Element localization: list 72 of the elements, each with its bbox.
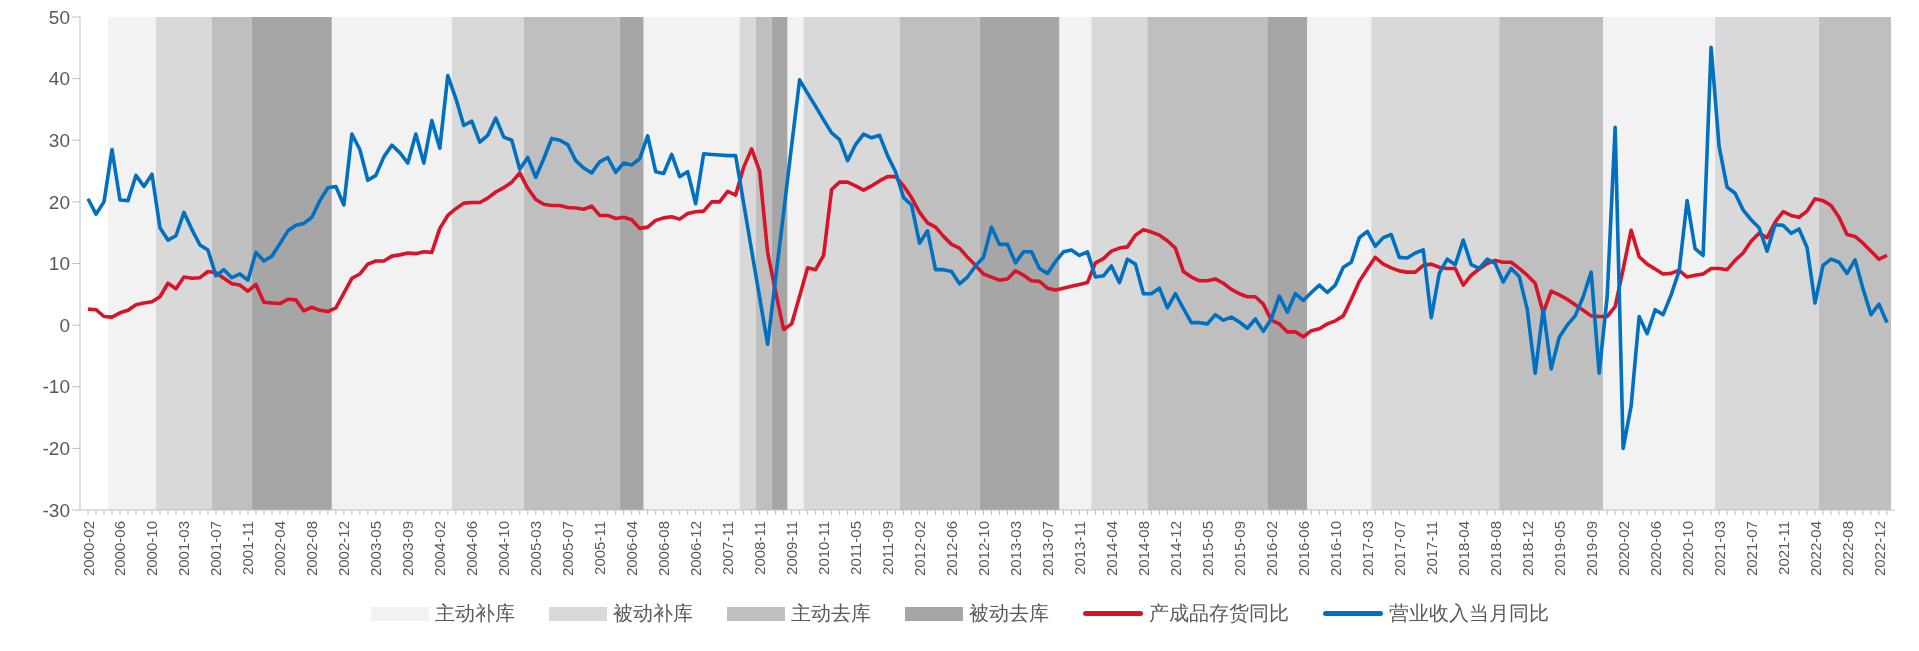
x-tick-label: 2007-11 <box>719 521 737 575</box>
x-tick-label: 2014-08 <box>1134 521 1152 577</box>
x-tick-label: 2000-02 <box>79 521 97 577</box>
y-tick-label: -20 <box>42 438 70 460</box>
x-tick-label: 2014-04 <box>1102 521 1120 577</box>
x-tick-label: 2022-04 <box>1806 521 1824 577</box>
x-tick-label: 2021-03 <box>1710 521 1728 577</box>
x-tick-label: 2021-11 <box>1774 521 1792 575</box>
y-tick-label: 0 <box>59 314 70 336</box>
x-tick-label: 2013-03 <box>1006 521 1024 577</box>
x-tick-label: 2017-11 <box>1422 521 1440 575</box>
x-tick-label: 2020-02 <box>1614 521 1632 577</box>
x-tick-label: 2009-11 <box>783 521 801 575</box>
x-tick-label: 2005-11 <box>591 521 609 575</box>
x-tick-label: 2015-09 <box>1230 521 1248 577</box>
x-tick-label: 2022-08 <box>1838 521 1856 577</box>
x-tick-label: 2012-06 <box>943 521 961 577</box>
x-tick-label: 2005-07 <box>559 521 577 577</box>
x-tick-label: 2013-11 <box>1070 521 1088 575</box>
x-tick-label: 2001-03 <box>175 521 193 577</box>
x-tick-label: 2004-10 <box>495 521 513 577</box>
x-tick-label: 2017-07 <box>1390 521 1408 577</box>
x-tick-label: 2002-12 <box>335 521 353 577</box>
text: 主动补库 <box>434 601 515 626</box>
x-tick-label: 2000-06 <box>111 521 129 577</box>
x-tick-label: 2021-07 <box>1742 521 1760 577</box>
x-tick-label: 2018-08 <box>1486 521 1504 577</box>
x-tick-label: 2017-03 <box>1358 521 1376 577</box>
x-tick-label: 2004-02 <box>431 521 449 577</box>
text: 主动去库 <box>790 601 871 626</box>
x-tick-label: 2010-11 <box>815 521 833 575</box>
x-tick-label: 2001-11 <box>239 521 257 575</box>
x-tick-label: 2012-02 <box>911 521 929 577</box>
x-tick-label: 2003-09 <box>399 521 417 577</box>
y-tick-label: -10 <box>42 376 70 398</box>
legend-label: 营业收入当月同比 <box>1388 601 1549 626</box>
x-tick-label: 2005-03 <box>527 521 545 577</box>
x-tick-label: 2018-12 <box>1518 521 1536 577</box>
y-tick-label: 40 <box>48 68 70 90</box>
text: 被动去库 <box>968 601 1049 626</box>
y-tick-label: 30 <box>48 129 70 151</box>
x-tick-label: 2020-06 <box>1646 521 1664 577</box>
y-tick-label: 50 <box>48 6 70 28</box>
x-tick-label: 2000-10 <box>143 521 161 577</box>
x-tick-label: 2016-06 <box>1294 521 1312 577</box>
x-tick-label: 2019-05 <box>1550 521 1568 577</box>
x-tick-label: 2004-06 <box>463 521 481 577</box>
x-tick-label: 2006-04 <box>623 521 641 577</box>
x-tick-label: 2018-04 <box>1454 521 1472 577</box>
x-tick-label: 2014-12 <box>1166 521 1184 577</box>
y-tick-label: 20 <box>48 191 70 213</box>
y-tick-label: 10 <box>48 253 70 275</box>
y-tick-label: -30 <box>42 499 70 521</box>
x-tick-label: 2022-12 <box>1870 521 1888 577</box>
x-tick-label: 2008-11 <box>751 521 769 575</box>
x-tick-label: 2015-05 <box>1198 521 1216 577</box>
x-tick-label: 2019-09 <box>1582 521 1600 577</box>
x-tick-label: 2016-02 <box>1262 521 1280 577</box>
x-tick-label: 2001-07 <box>207 521 225 577</box>
x-tick-label: 2002-04 <box>271 521 289 577</box>
x-tick-label: 2012-10 <box>975 521 992 577</box>
text: 被动补库 <box>612 601 693 626</box>
x-tick-label: 2016-10 <box>1326 521 1344 577</box>
legend-label: 产成品存货同比 <box>1148 601 1289 626</box>
x-tick-label: 2006-08 <box>655 521 673 577</box>
x-tick-label: 2013-07 <box>1038 521 1056 577</box>
x-tick-label: 2002-08 <box>303 521 321 577</box>
x-tick-label: 2011-05 <box>847 521 865 575</box>
x-tick-label: 2011-09 <box>879 521 897 575</box>
x-tick-label: 2003-05 <box>367 521 385 577</box>
x-tick-label: 2020-10 <box>1678 521 1696 577</box>
x-tick-label: 2006-12 <box>687 521 705 577</box>
